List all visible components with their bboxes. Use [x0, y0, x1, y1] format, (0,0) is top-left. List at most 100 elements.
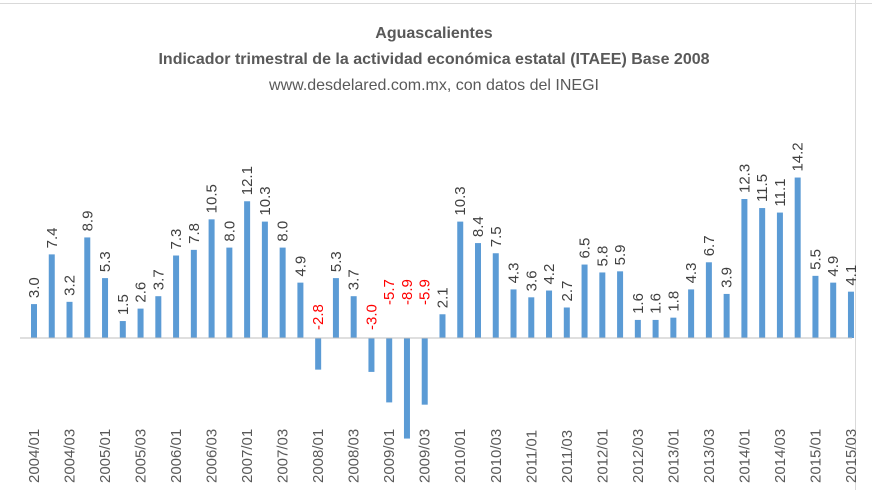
bar-2011-02	[546, 290, 553, 338]
data-label-2013-01: 1.8	[665, 291, 682, 312]
x-tick-label-2007-03: 2007/03	[275, 429, 292, 483]
data-label-2005-03: 2.6	[133, 282, 150, 303]
data-label-2014-04: 14.2	[790, 142, 807, 171]
data-label-2004-04: 8.9	[79, 211, 96, 232]
x-tick-label-2012-03: 2012/03	[630, 429, 647, 483]
data-label-2006-04: 8.0	[221, 221, 238, 242]
x-tick-label-2011-01: 2011/01	[523, 430, 540, 483]
bar-2014-03	[776, 212, 783, 338]
bar-2009-02	[403, 338, 410, 439]
bar-2013-04	[723, 293, 730, 338]
x-tick-label-2006-01: 2006/01	[168, 429, 185, 483]
data-label-2009-03: -5.9	[417, 279, 434, 305]
chart-source: www.desdelared.com.mx, con datos del INE…	[268, 77, 599, 94]
data-label-2011-03: 2.7	[559, 281, 576, 302]
x-tick-label-2008-03: 2008/03	[346, 429, 363, 483]
data-label-2009-04: 2.1	[434, 287, 451, 308]
sheet-gridline	[855, 0, 856, 490]
data-label-2014-03: 11.1	[772, 178, 789, 206]
bar-2013-01	[670, 317, 677, 338]
x-tick-label-2009-03: 2009/03	[417, 429, 434, 483]
bar-2007-01	[244, 201, 251, 338]
bar-2007-02	[261, 221, 268, 338]
bar-2011-01	[528, 297, 535, 338]
bar-2014-01	[741, 199, 748, 338]
bar-2014-02	[759, 208, 766, 338]
x-tick-label-2015-03: 2015/03	[843, 429, 860, 483]
data-label-2009-01: -5.7	[381, 279, 398, 305]
data-label-2004-03: 3.2	[62, 275, 79, 296]
bar-2008-02	[332, 278, 339, 338]
data-label-2015-01: 5.5	[807, 249, 824, 270]
data-label-2010-03: 7.5	[488, 226, 505, 247]
bar-2014-04	[794, 177, 801, 338]
x-tick-label-2013-01: 2013/01	[665, 429, 682, 483]
bar-2004-03	[66, 301, 73, 338]
data-label-2012-01: 5.8	[594, 246, 611, 267]
x-tick-label-2005-01: 2005/01	[97, 429, 114, 483]
bar-2009-03	[421, 338, 428, 405]
bar-2013-03	[705, 262, 712, 338]
bar-2008-03	[350, 296, 357, 338]
data-label-2012-02: 5.9	[612, 244, 629, 265]
bar-2006-03	[208, 219, 215, 338]
bar-2013-02	[688, 289, 695, 338]
data-label-2015-03: 4.1	[843, 265, 860, 286]
x-tick-label-2008-01: 2008/01	[310, 429, 327, 483]
data-label-2008-02: 5.3	[328, 251, 345, 272]
data-label-2008-03: 3.7	[346, 269, 363, 290]
bar-2005-02	[119, 321, 126, 338]
bar-2009-01	[386, 338, 393, 403]
x-tick-label-2014-03: 2014/03	[772, 429, 789, 483]
bar-2004-04	[84, 237, 91, 338]
data-label-2007-01: 12.1	[239, 166, 256, 195]
data-label-2011-02: 4.2	[541, 264, 558, 285]
bar-2004-02	[48, 254, 55, 338]
data-label-2013-02: 4.3	[683, 263, 700, 284]
bar-2006-01	[173, 255, 180, 338]
x-tick-label-2014-01: 2014/01	[736, 429, 753, 483]
bar-2010-03	[492, 253, 499, 338]
bar-2007-04	[297, 282, 304, 338]
data-label-2010-01: 10.3	[452, 186, 469, 215]
data-label-2006-02: 7.8	[186, 223, 203, 244]
x-tick-label-2015-01: 2015/01	[807, 429, 824, 483]
data-label-2014-02: 11.5	[754, 174, 771, 202]
sheet-gridline	[0, 3, 872, 4]
data-label-2004-02: 7.4	[44, 228, 61, 249]
data-label-2011-04: 6.5	[577, 238, 594, 259]
bar-2010-01	[457, 221, 464, 338]
x-tick-label-2010-01: 2010/01	[452, 429, 469, 483]
x-tick-label-2011-03: 2011/03	[559, 430, 576, 483]
bar-2012-04	[652, 319, 659, 338]
data-label-2008-04: -3.0	[363, 304, 380, 330]
x-tick-label-2013-03: 2013/03	[701, 429, 718, 483]
bar-2006-04	[226, 247, 233, 338]
data-label-2005-04: 3.7	[150, 269, 167, 290]
bar-2008-04	[368, 338, 375, 372]
data-label-2012-03: 1.6	[630, 293, 647, 314]
x-tick-label-2009-01: 2009/01	[381, 429, 398, 483]
x-tick-label-2012-01: 2012/01	[594, 429, 611, 483]
x-tick-label-2004-03: 2004/03	[62, 429, 79, 483]
data-label-2012-04: 1.6	[648, 293, 665, 314]
data-label-2008-01: -2.8	[310, 304, 327, 330]
bar-2015-01	[812, 275, 819, 338]
bar-2009-04	[439, 314, 446, 338]
bar-2015-03	[847, 291, 854, 338]
x-tick-label-2010-03: 2010/03	[488, 429, 505, 483]
bar-2008-01	[315, 338, 322, 370]
bar-2015-02	[830, 282, 837, 338]
bar-2012-01	[599, 272, 606, 338]
bar-2005-01	[102, 278, 109, 338]
data-label-2010-04: 4.3	[506, 263, 523, 284]
data-label-2014-01: 12.3	[736, 164, 753, 193]
data-label-2010-02: 8.4	[470, 216, 487, 237]
data-label-2006-01: 7.3	[168, 229, 185, 250]
chart-subtitle: Indicador trimestral de la actividad eco…	[158, 51, 709, 68]
bar-2005-03	[137, 308, 144, 338]
data-label-2009-02: -8.9	[399, 279, 416, 305]
bar-2012-02	[617, 271, 624, 338]
